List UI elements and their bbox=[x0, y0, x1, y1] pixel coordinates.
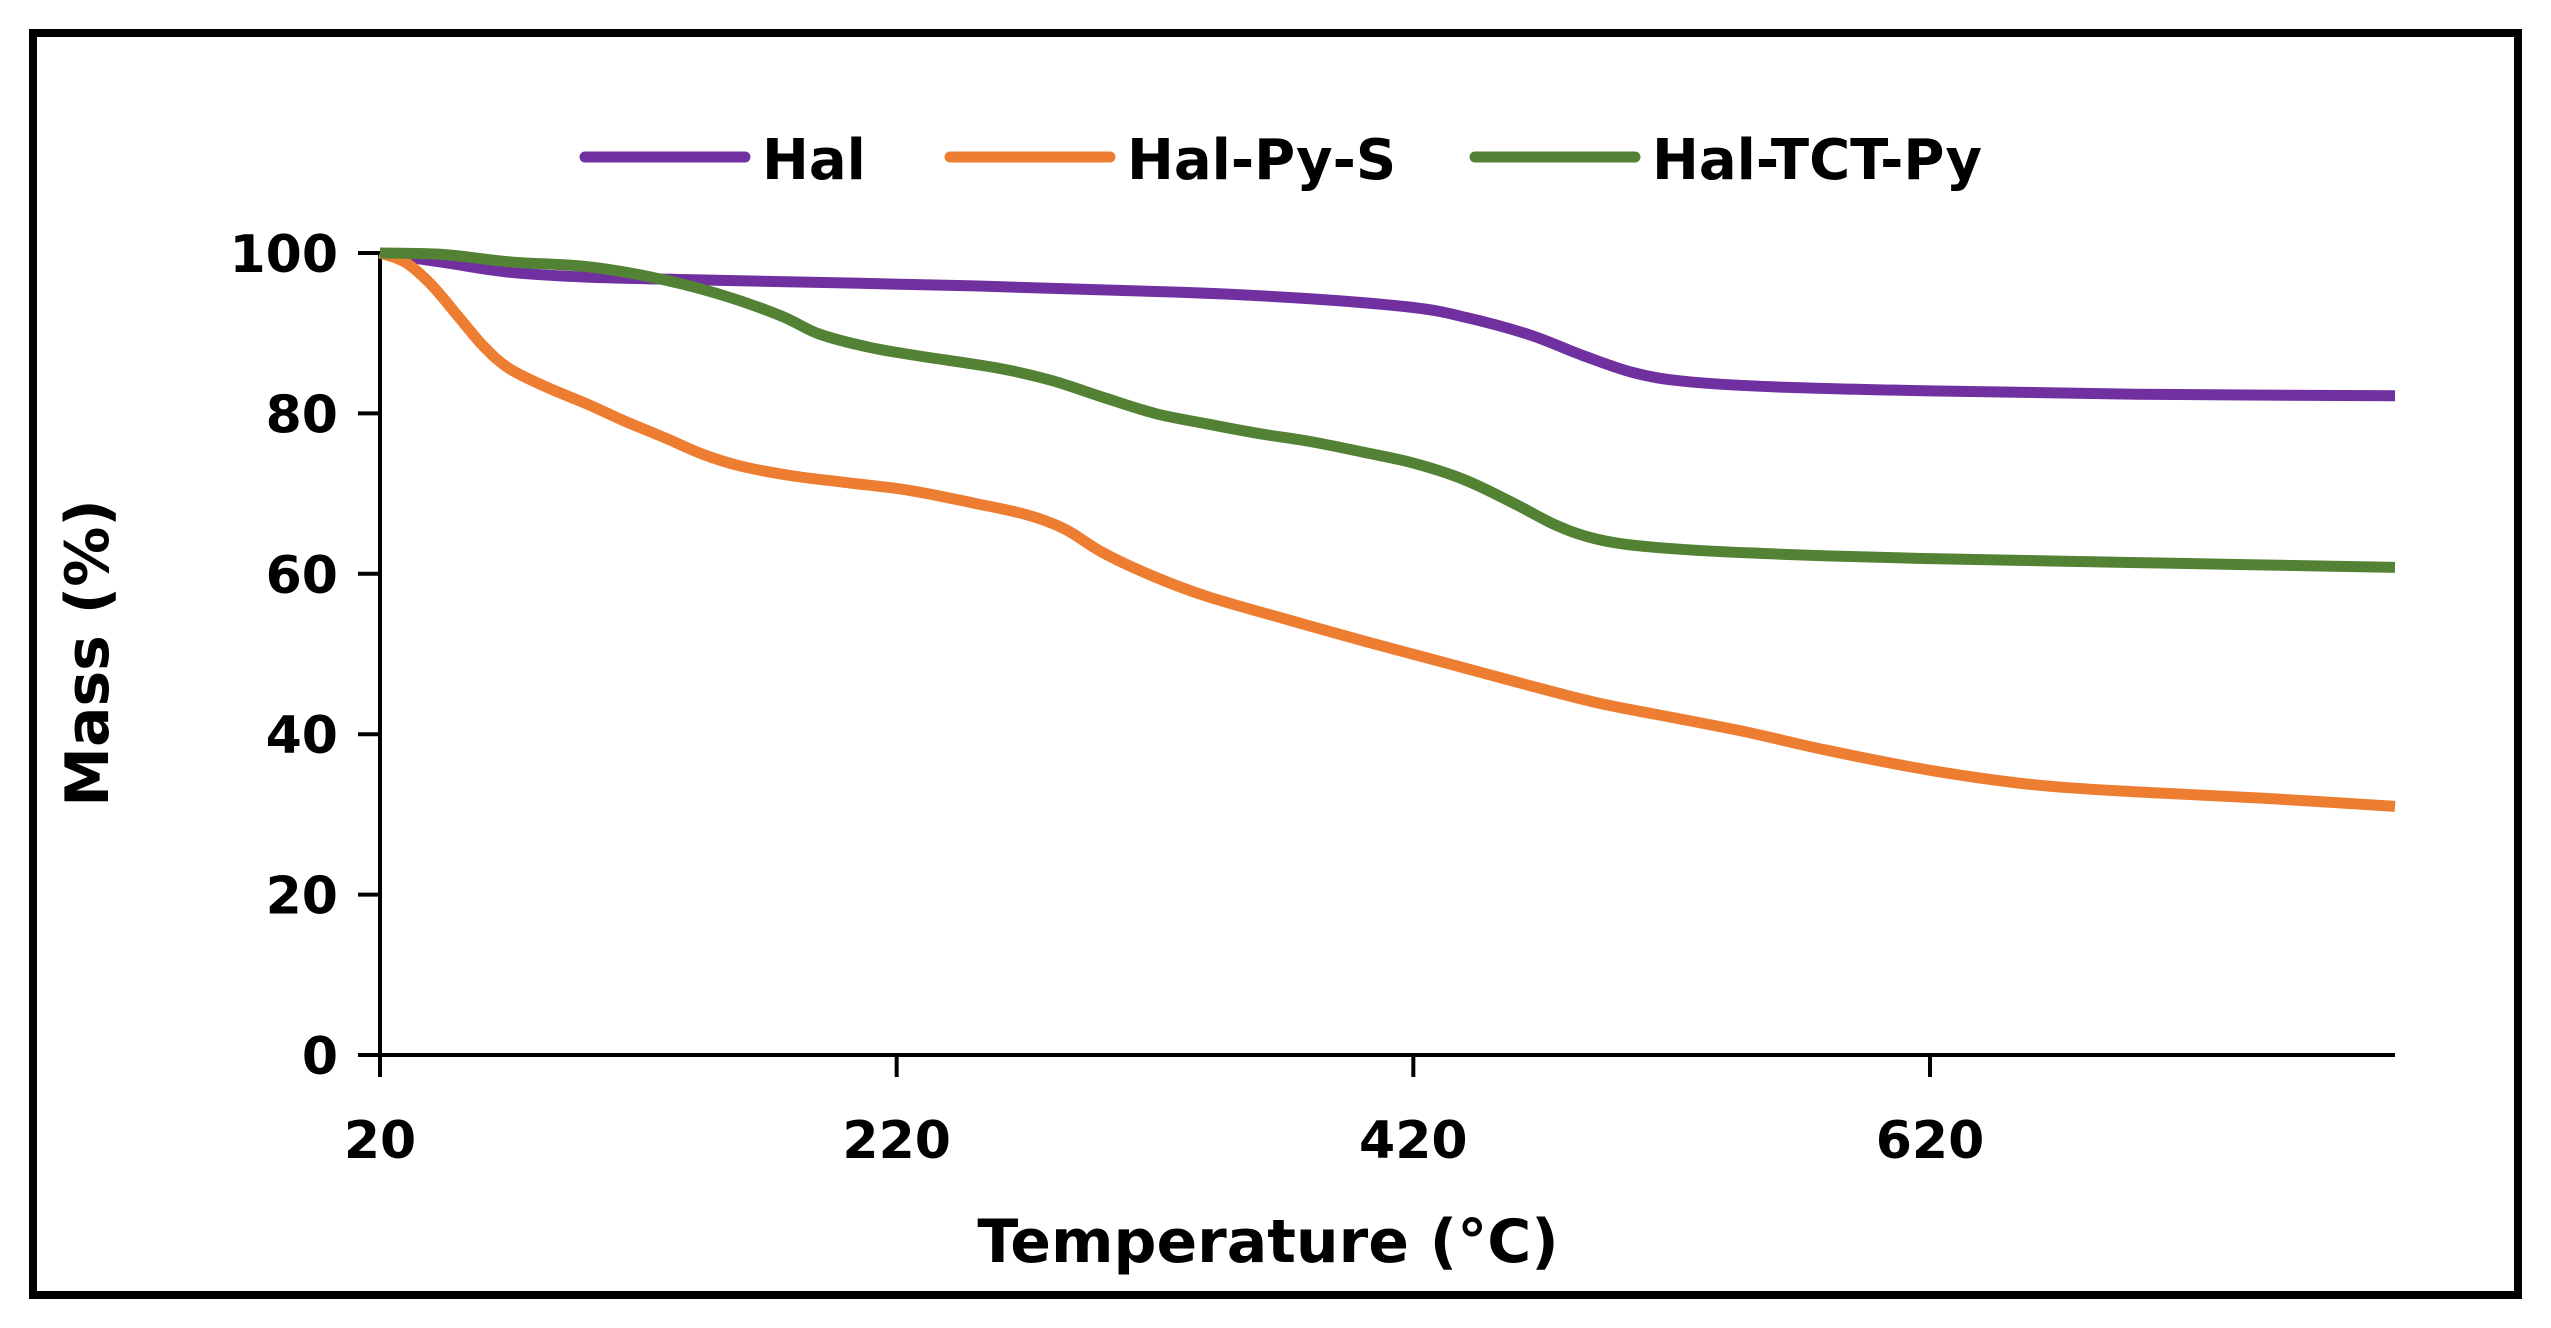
y-tick-label-3: 60 bbox=[266, 546, 338, 606]
y-axis-title: Mass (%) bbox=[53, 499, 123, 806]
x-tick-label-0: 20 bbox=[344, 1111, 416, 1171]
x-tick-label-3: 620 bbox=[1876, 1111, 1985, 1171]
y-tick-label-4: 80 bbox=[266, 385, 338, 445]
y-tick-label-5: 100 bbox=[229, 225, 338, 285]
y-tick-label-2: 40 bbox=[266, 706, 338, 766]
x-tick-label-2: 420 bbox=[1359, 1111, 1468, 1171]
legend: Hal Hal-Py-S Hal-TCT-Py bbox=[579, 128, 1982, 193]
x-axis-title: Temperature (°C) bbox=[977, 1207, 1558, 1277]
legend-label-2: Hal-TCT-Py bbox=[1652, 128, 1982, 193]
x-tick-label-1: 220 bbox=[842, 1111, 951, 1171]
legend-label-1: Hal-Py-S bbox=[1127, 128, 1396, 193]
outer-border bbox=[29, 29, 2522, 1299]
legend-label-0: Hal bbox=[762, 128, 866, 193]
legend-item-1[interactable]: Hal-Py-S bbox=[944, 128, 1396, 193]
y-tick-label-1: 20 bbox=[266, 867, 338, 927]
series-line-0 bbox=[379, 247, 2396, 402]
series-line-1 bbox=[378, 247, 2396, 812]
series-line-2 bbox=[379, 247, 2396, 573]
series-lines bbox=[378, 247, 2396, 812]
y-tick-label-0: 0 bbox=[302, 1027, 338, 1087]
legend-item-0[interactable]: Hal bbox=[579, 128, 866, 193]
legend-item-2[interactable]: Hal-TCT-Py bbox=[1469, 128, 1982, 193]
